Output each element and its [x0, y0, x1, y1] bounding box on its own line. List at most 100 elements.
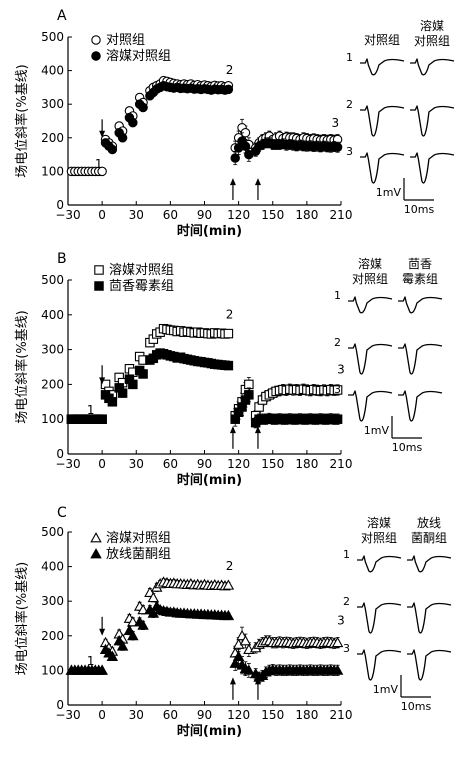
data-point-triangle	[147, 591, 160, 603]
inset-row-label: 1	[343, 548, 350, 561]
arrow-head	[254, 178, 261, 186]
y-tick-label: 500	[41, 30, 64, 44]
data-point-circle	[91, 51, 101, 61]
scale-bar-time: 10ms	[404, 203, 435, 216]
x-tick-label: 60	[163, 457, 178, 471]
legend-entry: 放线菌酮组	[106, 547, 171, 562]
inset-row-label: 2	[343, 595, 350, 608]
data-point-triangle	[90, 532, 102, 543]
data-point-triangle	[96, 664, 108, 675]
trace-waveform	[407, 602, 452, 634]
x-tick-label: 60	[163, 708, 178, 722]
x-tick-label: 150	[261, 457, 284, 471]
data-point-circle	[223, 84, 234, 95]
series-2	[65, 600, 344, 683]
trace-waveform	[360, 152, 405, 184]
inset-row-label: 1	[334, 289, 341, 302]
series-2	[100, 80, 343, 166]
x-tick-label: 210	[330, 457, 353, 471]
data-point-square	[107, 397, 118, 407]
data-point-square	[332, 414, 343, 424]
y-tick-label: 100	[41, 412, 64, 426]
arrow-head	[229, 178, 236, 186]
inset-header: 溶媒	[367, 515, 391, 530]
x-tick-label: 90	[197, 708, 212, 722]
x-axis-label: 时间(min)	[177, 223, 242, 239]
inset-row-label: 3	[334, 383, 341, 396]
arrow-head	[99, 628, 106, 636]
data-point-circle	[128, 117, 138, 128]
y-tick-label: 0	[56, 447, 64, 461]
x-tick-label: 150	[261, 708, 284, 722]
trace-waveform	[410, 58, 455, 76]
y-tick-label: 400	[41, 64, 64, 78]
data-point-triangle	[222, 609, 235, 621]
x-tick-label: 0	[98, 208, 106, 222]
panel-label: C	[57, 505, 67, 521]
data-point-circle	[230, 153, 240, 163]
scale-bar-amplitude: 1mV	[373, 683, 399, 696]
data-point-triangle	[239, 635, 252, 646]
inset-row-label: 3	[346, 145, 353, 158]
scale-bar-amplitude: 1mV	[364, 424, 390, 437]
x-tick-label: 0	[98, 457, 106, 471]
x-tick-label: 180	[295, 208, 318, 222]
legend-entry: 溶媒对照组	[106, 49, 171, 64]
inset-row-label: 1	[346, 51, 353, 64]
trace-waveform	[360, 58, 405, 76]
scale-bar-time: 10ms	[392, 441, 423, 454]
trace-waveform	[398, 390, 443, 422]
y-tick-label: 400	[41, 560, 64, 574]
arrow-head	[229, 426, 236, 434]
data-point-triangle	[127, 616, 139, 627]
stimulus-arrow	[229, 426, 236, 449]
y-tick-label: 0	[56, 698, 64, 712]
series-1	[66, 323, 343, 424]
x-axis-label: 时间(min)	[177, 723, 242, 739]
y-tick-label: 200	[41, 131, 64, 145]
data-point-square	[332, 385, 343, 395]
data-point-triangle	[106, 650, 119, 661]
inset-header: 对照组	[364, 33, 400, 47]
annotation-label: 2	[226, 559, 234, 573]
x-tick-label: 210	[330, 708, 353, 722]
stimulus-arrow	[99, 119, 106, 138]
y-tick-label: 200	[41, 629, 64, 643]
scale-bar-time: 10ms	[401, 700, 432, 713]
data-point-square	[223, 360, 234, 371]
x-tick-label: 120	[227, 708, 250, 722]
stimulus-arrow	[254, 677, 261, 700]
annotation-label: 3	[331, 116, 339, 130]
trace-waveform	[407, 649, 452, 681]
inset-header: 溶媒	[420, 18, 444, 33]
data-point-square	[117, 388, 128, 398]
x-axis-label: 时间(min)	[177, 472, 242, 488]
y-tick-label: 500	[41, 525, 64, 539]
inset-row-label: 2	[346, 98, 353, 111]
inset-row-label: 3	[343, 642, 350, 655]
x-tick-label: −30	[55, 457, 80, 471]
arrow-head	[99, 130, 106, 138]
trace-waveform	[348, 296, 393, 314]
x-tick-label: 60	[163, 208, 178, 222]
scale-bar-amplitude: 1mV	[376, 186, 402, 199]
data-point-square	[223, 328, 234, 339]
x-tick-label: 0	[98, 708, 106, 722]
x-tick-label: 120	[227, 208, 250, 222]
data-point-triangle	[331, 636, 344, 648]
y-axis-label: 场电位斜率(%基线)	[14, 64, 30, 178]
trace-waveform	[407, 555, 452, 573]
trace-waveform	[410, 105, 455, 137]
stimulus-arrow	[99, 616, 106, 636]
series-2	[66, 348, 343, 429]
y-tick-label: 400	[41, 308, 64, 322]
data-point-circle	[107, 144, 118, 155]
inset-header: 溶媒	[358, 256, 382, 271]
y-tick-label: 300	[41, 97, 64, 111]
